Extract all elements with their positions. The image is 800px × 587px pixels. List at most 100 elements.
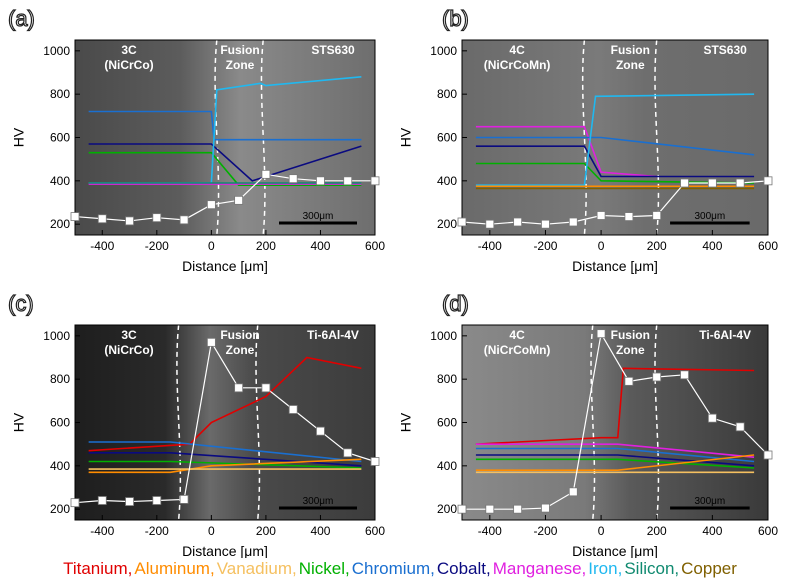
panel-a: 200 400 600 800 1000 -400 -200 0 200 400 600 HV Dist… [7,5,385,274]
scale-bar-label: 300μm [694,211,725,222]
fusion-zone-label: Fusion Zone [220,43,259,72]
hardness-point [707,413,717,423]
hardness-point [370,176,380,186]
x-tick-label: 200 [647,524,667,538]
x-tick-label: 400 [310,524,330,538]
panel-c: 200 400 600 800 1000 -400 -200 0 200 400 600 HV Dist… [7,290,385,558]
y-tick-label: 600 [437,131,457,145]
x-tick-label: -200 [533,524,557,538]
hardness-point [596,329,606,339]
hardness-point [735,178,745,188]
hardness-point [97,496,107,505]
fusion-boundary-2 [654,324,660,521]
x-tick-label: -400 [90,239,114,253]
hardness-point [485,219,495,229]
x-tick-label: -400 [478,524,502,538]
x-tick-label: -400 [90,524,114,538]
y-axis-label: HV [11,127,27,147]
legend-item-cobalt: Cobalt, [436,559,491,578]
y-tick-label: 600 [437,416,457,430]
x-tick-label: -200 [533,239,557,253]
hardness-point [541,503,550,513]
hardness-line [462,331,769,510]
y-tick-label: 1000 [430,44,457,58]
hardness-point [125,497,134,506]
x-tick-label: 400 [310,239,330,253]
series-nickel [88,151,362,186]
x-tick-label: 200 [256,239,276,253]
y-tick-label: 200 [437,502,457,516]
hardness-point [707,178,717,188]
hardness-point [261,383,271,393]
hardness-line [74,340,376,504]
series-chromium [475,447,755,463]
legend-item-titanium: Titanium, [63,559,133,578]
y-tick-label: 1000 [43,329,70,343]
series-cobalt [475,454,755,467]
x-tick-label: 600 [365,524,385,538]
base-metal-label: 3C (NiCrCo) [104,328,153,357]
fusion-boundary-1 [214,39,220,236]
fusion-boundary-1 [590,324,596,521]
x-tick-label: 400 [702,239,722,253]
substrate-label: STS630 [703,43,747,57]
series-aluminum [475,454,755,471]
hardness-point [680,178,689,188]
series-titanium [88,356,362,452]
panel-d: 200 400 600 800 1000 -400 -200 0 200 400 600 HV Dist… [398,290,779,558]
hardness-point [568,487,578,497]
legend-item-silicon: Silicon, [624,559,680,578]
y-tick-label: 400 [437,459,457,473]
substrate-label: Ti-6Al-4V [307,328,359,342]
series-manganese [475,125,657,178]
base-metal-label: 3C (NiCrCo) [104,43,153,72]
series-cobalt [88,143,362,182]
scale-bar-label: 300μm [303,496,334,507]
y-axis-label: HV [398,127,414,147]
hardness-point [70,212,80,221]
y-tick-label: 800 [437,372,457,386]
hardness-point [652,372,662,382]
hardness-point [568,217,578,227]
hardness-line [461,180,769,225]
y-tick-label: 200 [437,217,457,231]
hardness-point [513,504,523,514]
y-tick-label: 400 [50,459,70,473]
legend-item-vanadium: Vanadium, [216,559,297,578]
legend-item-chromium: Chromium, [351,559,435,578]
base-metal-label: 4C (NiCrCoMn) [484,328,551,357]
series-titanium [475,367,755,445]
y-tick-label: 400 [50,174,70,188]
fusion-boundary-1 [581,39,587,236]
panel-label: (d) [442,291,469,316]
panel-label: (b) [442,6,469,31]
hardness-point [316,426,325,436]
y-axis-label: HV [11,412,27,432]
x-tick-label: 0 [208,524,215,538]
y-tick-label: 800 [50,372,70,386]
hardness-point [343,448,353,458]
hardness-point [206,200,216,210]
x-tick-label: -400 [478,239,502,253]
hardness-point [179,495,189,504]
hardness-point [513,217,523,227]
x-tick-label: 200 [647,239,667,253]
x-axis-label: Distance [μm] [572,258,658,274]
y-tick-label: 1000 [430,329,457,343]
legend-item-aluminum: Aluminum, [134,559,215,578]
fusion-zone-label: Fusion Zone [611,43,650,72]
hardness-point [152,496,162,505]
x-tick-label: 0 [598,524,605,538]
hardness-point [652,211,662,220]
y-tick-label: 1000 [43,44,70,58]
hardness-point [234,195,244,205]
hardness-point [596,211,606,220]
legend-item-iron: Iron, [588,559,623,578]
x-axis-label: Distance [μm] [182,543,268,558]
x-tick-label: 600 [365,239,385,253]
hardness-point [70,498,80,508]
y-tick-label: 200 [50,502,70,516]
hardness-point [316,176,325,186]
y-axis-label: HV [398,412,414,432]
y-tick-label: 800 [50,87,70,101]
